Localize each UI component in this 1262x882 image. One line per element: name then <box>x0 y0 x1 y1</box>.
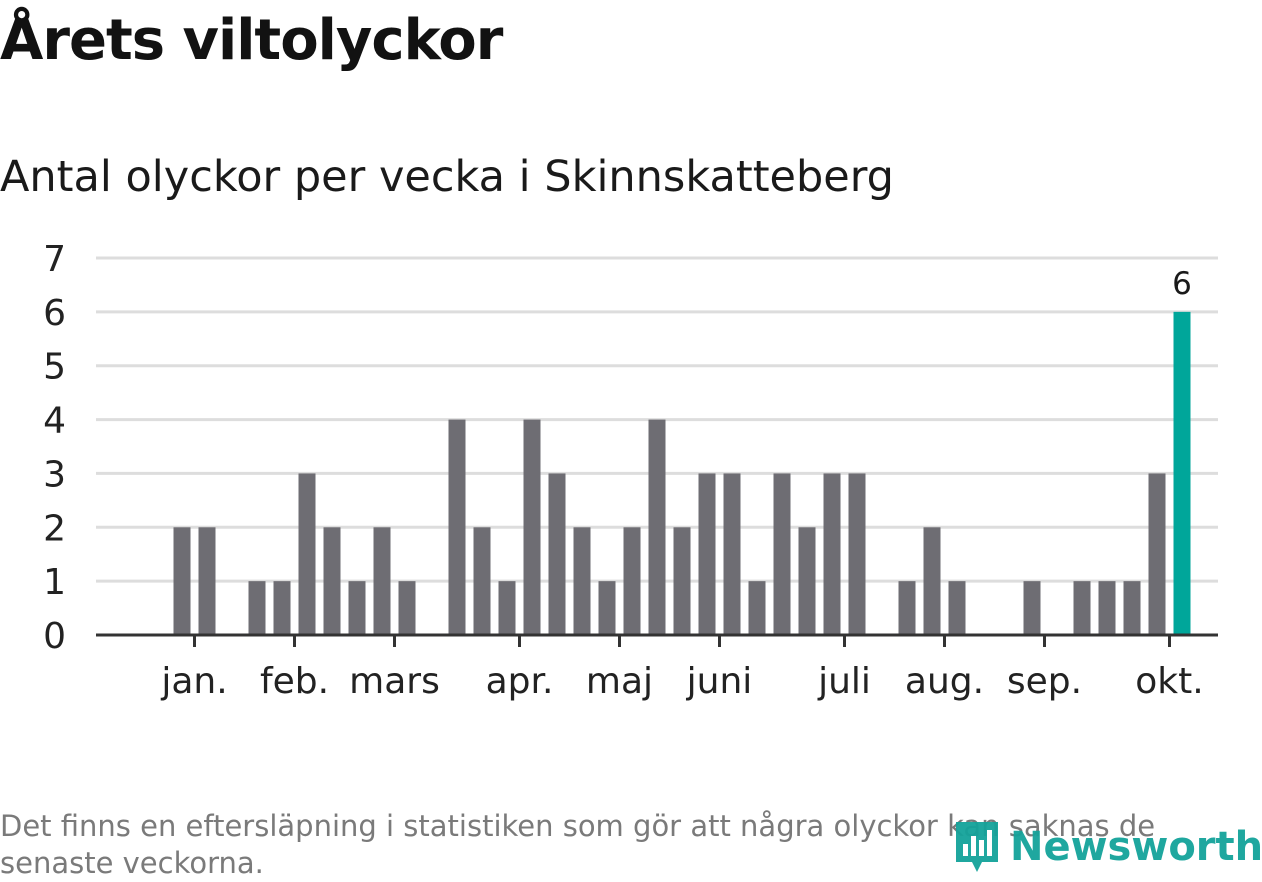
x-tick-label-maj: maj <box>586 661 653 702</box>
bar-week-25 <box>748 581 766 635</box>
bar-week-15 <box>498 581 516 635</box>
x-tick-label-okt: okt. <box>1135 661 1203 702</box>
x-tick-label-juli: juli <box>817 661 871 702</box>
y-tick-label-0: 0 <box>43 616 66 657</box>
bar-week-31 <box>898 581 916 635</box>
bar-week-8 <box>323 527 341 635</box>
y-tick-label-2: 2 <box>43 508 66 549</box>
bar-current-week <box>1173 311 1191 635</box>
bar-week-29 <box>848 473 866 635</box>
bar-week-10 <box>373 527 391 635</box>
chart-title: Årets viltolyckor <box>0 8 503 73</box>
y-tick-label-5: 5 <box>43 347 66 388</box>
bar-week-23 <box>698 473 716 635</box>
bar-week-13 <box>448 419 466 635</box>
x-tick-label-jan: jan. <box>160 661 227 702</box>
x-tick-label-sep: sep. <box>1007 661 1082 702</box>
bar-week-6 <box>273 581 291 635</box>
bar-week-24 <box>723 473 741 635</box>
bar-week-19 <box>598 581 616 635</box>
bar-week-16 <box>523 419 541 635</box>
newsworthy-logo: Newsworthy <box>952 818 1262 876</box>
data-label-current-week: 6 <box>1172 266 1192 302</box>
y-tick-label-1: 1 <box>43 562 66 603</box>
bar-week-28 <box>823 473 841 635</box>
bar-week-7 <box>298 473 316 635</box>
y-tick-label-7: 7 <box>43 239 66 280</box>
bar-week-26 <box>773 473 791 635</box>
bar-week-36 <box>1023 581 1041 635</box>
x-tick-label-apr: apr. <box>486 661 554 702</box>
newsworthy-logo-icon <box>956 822 998 872</box>
bar-week-3 <box>198 527 216 635</box>
bar-week-21 <box>648 419 666 635</box>
bar-week-33 <box>948 581 966 635</box>
x-tick-label-aug: aug. <box>905 661 984 702</box>
bar-week-14 <box>473 527 491 635</box>
bar-week-32 <box>923 527 941 635</box>
bar-chart: 0 1 2 3 4 5 6 7 6 jan. feb. mars apr. maj juni juli aug.… <box>43 239 1218 702</box>
bar-week-27 <box>798 527 816 635</box>
bar-week-5 <box>248 581 266 635</box>
bar-week-17 <box>548 473 566 635</box>
bar-week-41 <box>1148 473 1166 635</box>
bar-week-22 <box>673 527 691 635</box>
x-tick-label-feb: feb. <box>260 661 329 702</box>
y-tick-label-3: 3 <box>43 454 66 495</box>
bar-week-2 <box>173 527 191 635</box>
bar-week-11 <box>398 581 416 635</box>
bar-week-9 <box>348 581 366 635</box>
bar-week-40 <box>1123 581 1141 635</box>
bar-week-39 <box>1098 581 1116 635</box>
x-tick-label-juni: juni <box>686 661 753 702</box>
bar-week-18 <box>573 527 591 635</box>
y-tick-label-6: 6 <box>43 293 66 334</box>
newsworthy-logo-text: Newsworthy <box>1010 824 1262 870</box>
x-tick-label-mars: mars <box>349 661 440 702</box>
chart-subtitle: Antal olyckor per vecka i Skinnskatteber… <box>0 152 894 202</box>
y-tick-label-4: 4 <box>43 401 66 442</box>
bar-week-38 <box>1073 581 1091 635</box>
bar-week-20 <box>623 527 641 635</box>
